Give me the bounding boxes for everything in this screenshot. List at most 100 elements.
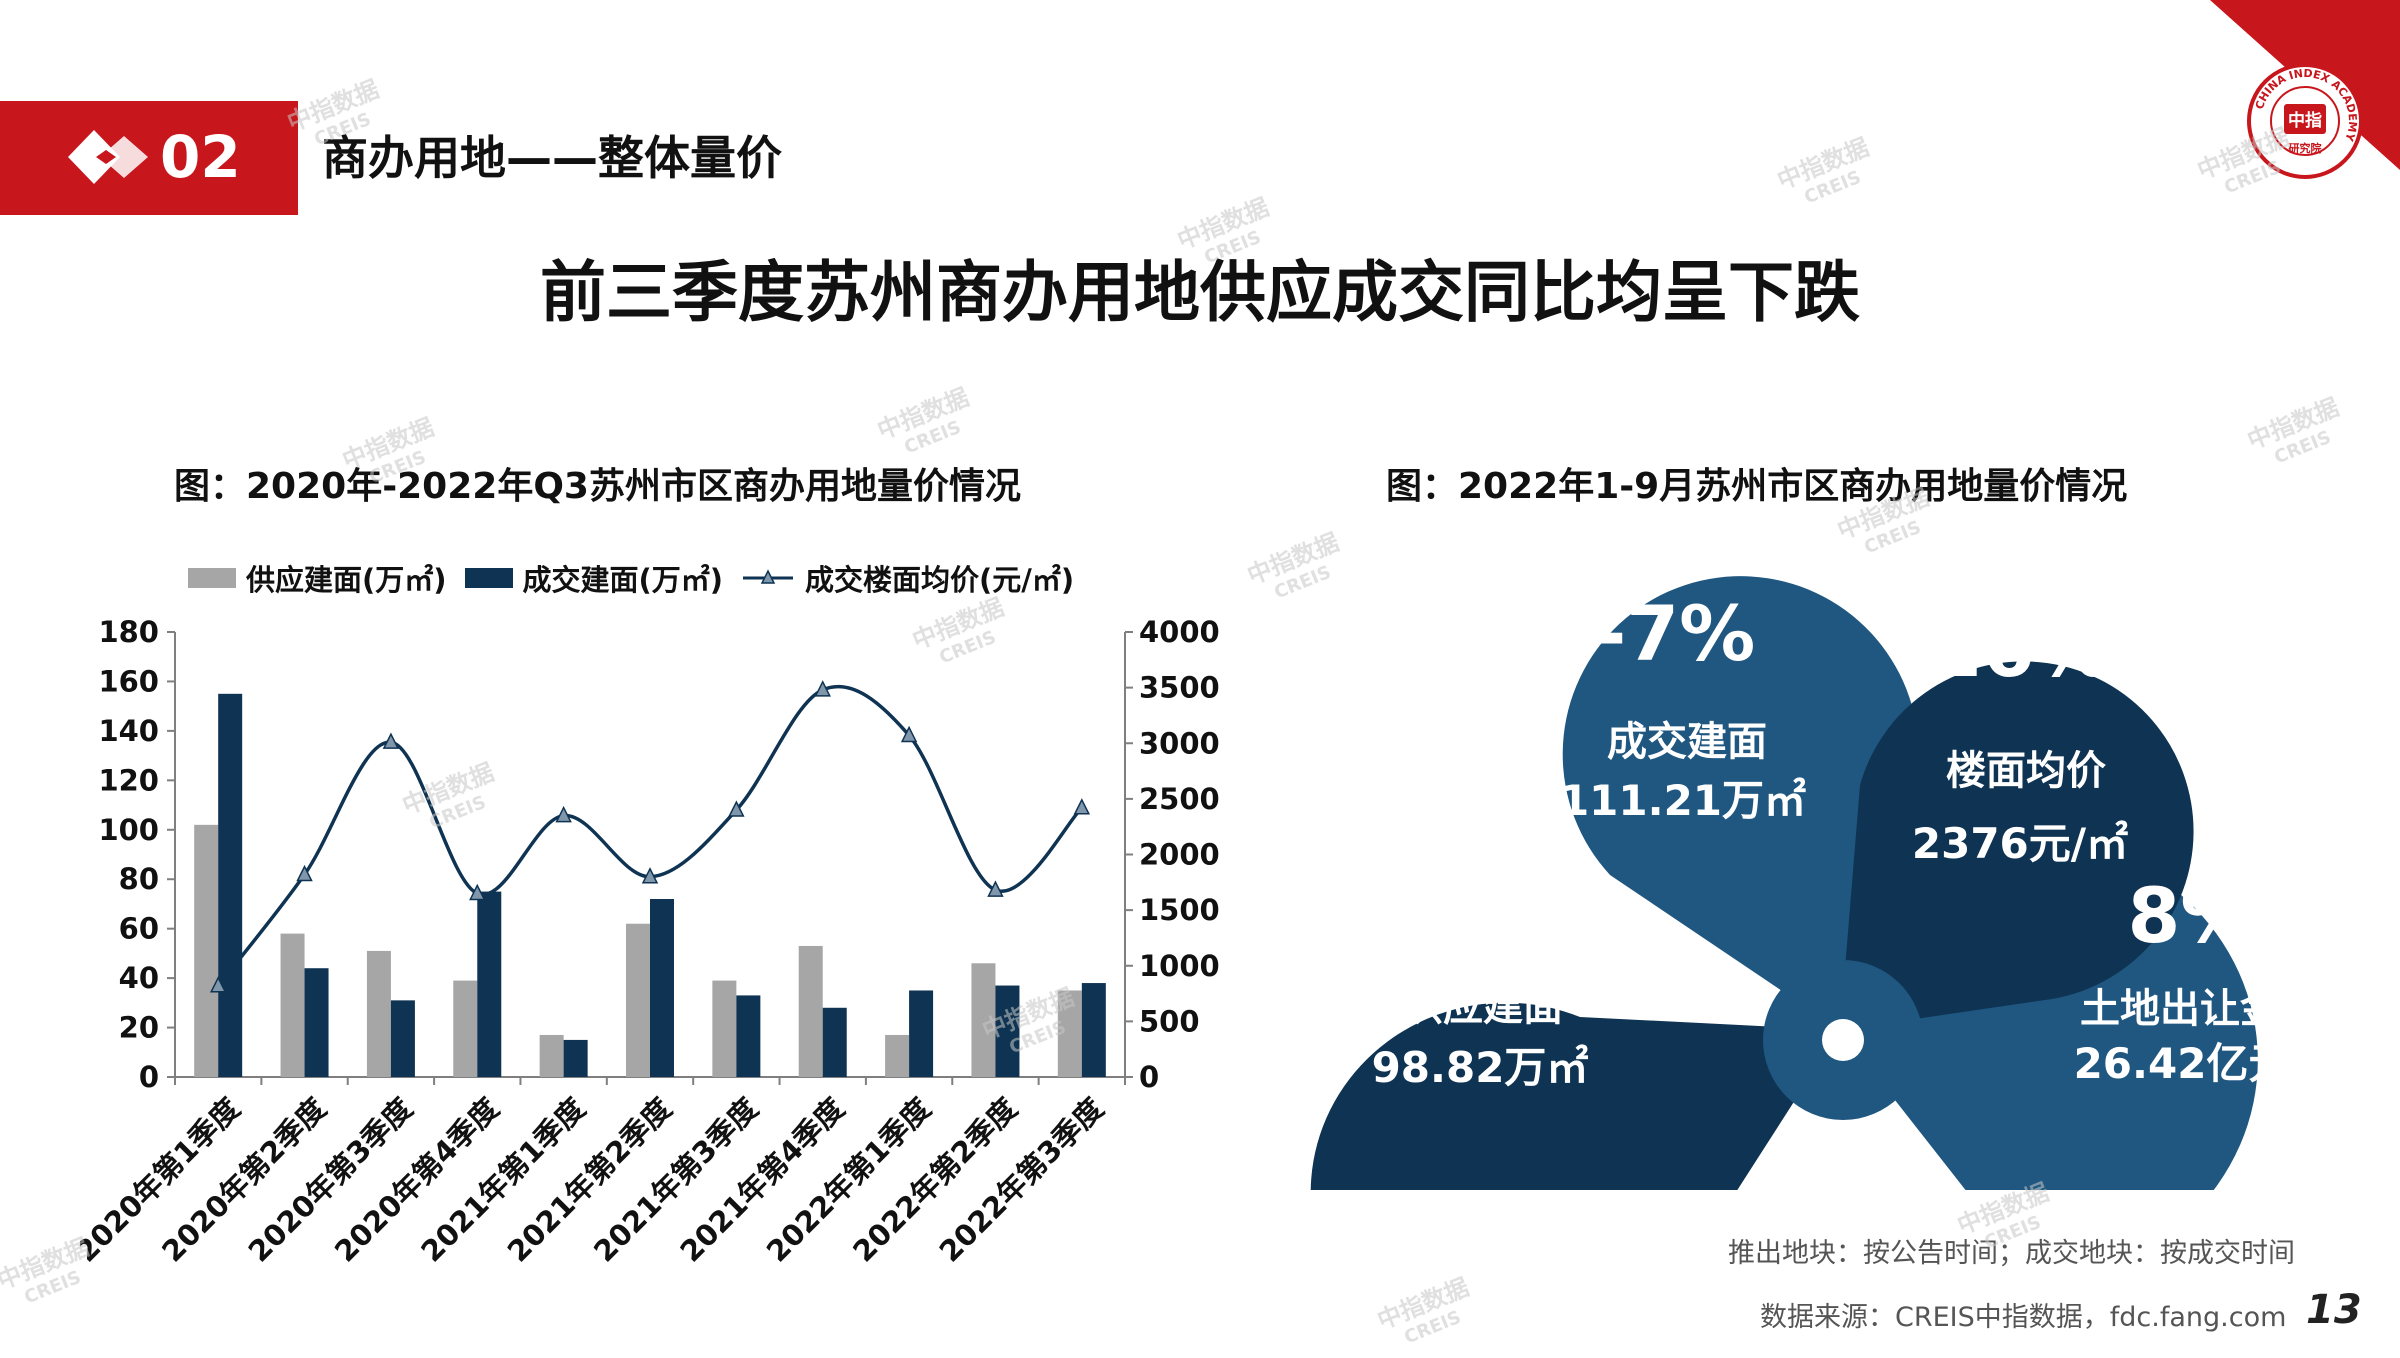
bar-supply — [885, 1034, 910, 1077]
right-chart-title: 图：2022年1-9月苏州市区商办用地量价情况 — [1386, 466, 2128, 507]
watermark-text: 中指数据 — [0, 1232, 93, 1295]
emblem-bottom-text: 研究院 — [2289, 141, 2322, 155]
left-chart-title: 图：2020年-2022年Q3苏州市区商办用地量价情况 — [174, 466, 1021, 507]
watermark: 中指数据 CREIS — [1773, 132, 1882, 218]
price-point-marker — [555, 805, 572, 823]
bar-deal — [218, 693, 243, 1077]
price-line — [216, 684, 1084, 987]
y-tick-label-left: 100 — [98, 813, 159, 847]
bar-supply — [971, 963, 996, 1077]
bar-supply — [280, 933, 305, 1077]
petal-deal-value: 111.21万㎡ — [1560, 776, 1806, 825]
legend-label-deal: 成交建面(万㎡) — [522, 563, 724, 597]
y-tick-label-right: 3000 — [1139, 726, 1220, 760]
bar-deal — [477, 891, 502, 1077]
y-tick-label-right: 1000 — [1139, 949, 1220, 983]
petal-land-label: 土地出让金 — [2080, 986, 2281, 1032]
chart-legend: 供应建面(万㎡) 成交建面(万㎡) 成交楼面均价(元/㎡) — [188, 558, 1092, 598]
y-tick-label-left: 0 — [139, 1060, 159, 1094]
section-tab — [0, 101, 298, 215]
y-tick-label-left: 180 — [98, 615, 159, 649]
petal-land-pct: 8% — [2127, 871, 2256, 960]
page-headline: 前三季度苏州商办用地供应成交同比均呈下跌 — [540, 254, 1860, 331]
petal-supply-label: 供应建面 — [1403, 984, 1563, 1030]
watermark-text: 中指数据 — [2243, 392, 2343, 455]
price-point-marker — [814, 680, 831, 697]
y-tick-label-right: 4000 — [1139, 615, 1220, 649]
y-tick-label-left: 20 — [119, 1011, 159, 1045]
legend-label-supply: 供应建面(万㎡) — [246, 563, 447, 597]
bar-deal — [1081, 983, 1106, 1077]
legend-item-deal: 成交建面(万㎡) — [464, 557, 724, 599]
diamond-logo-icon — [68, 130, 148, 184]
watermark-sub: CREIS — [1801, 166, 1864, 209]
y-tick-label-right: 1500 — [1139, 893, 1220, 927]
watermark-text: 中指数据 — [873, 382, 973, 445]
watermark: 中指数据 CREIS — [873, 382, 982, 468]
petal-infographic: -16% 供应建面 98.82万㎡ -7% 成交建面 111.21万㎡ 16% … — [1310, 576, 2291, 1190]
bar-supply — [453, 980, 478, 1077]
data-source: 数据来源：CREIS中指数据，fdc.fang.com — [1760, 1302, 2287, 1333]
watermark: 中指数据 CREIS — [1373, 1272, 1482, 1358]
petal-price-pct: 16% — [1929, 605, 2111, 694]
bar-deal — [650, 899, 674, 1077]
price-point-marker — [900, 725, 918, 743]
x-tick-label: 2022年第3季度 — [933, 1091, 1110, 1268]
watermark-text: 中指数据 — [1373, 1272, 1473, 1335]
legend-item-price: 成交楼面均价(元/㎡) — [741, 557, 1074, 599]
section-number: 02 — [160, 123, 241, 191]
y-tick-label-right: 0 — [1139, 1060, 1159, 1094]
petal-land-value: 26.42亿元 — [2074, 1039, 2291, 1088]
bar-deal — [909, 990, 934, 1077]
y-tick-label-left: 40 — [119, 961, 159, 995]
petal-deal-label: 成交建面 — [1607, 719, 1767, 765]
y-tick-label-left: 160 — [98, 664, 159, 698]
legend-swatch-supply — [188, 568, 236, 588]
y-tick-label-right: 3500 — [1139, 671, 1220, 705]
legend-swatch-deal — [464, 568, 513, 588]
bar-supply — [194, 824, 219, 1077]
price-point-marker — [728, 800, 745, 817]
bar-supply — [366, 950, 391, 1077]
y-tick-label-right: 2000 — [1139, 838, 1220, 872]
watermark-sub: CREIS — [1401, 1306, 1464, 1349]
legend-label-price: 成交楼面均价(元/㎡) — [805, 563, 1075, 597]
bar-deal — [390, 1000, 415, 1077]
petal-deal-area — [1562, 576, 1919, 1030]
y-tick-label-left: 120 — [98, 763, 159, 797]
watermark-text: 中指数据 — [1173, 192, 1273, 255]
y-tick-label-left: 80 — [119, 862, 159, 896]
y-tick-label-left: 60 — [119, 912, 159, 946]
price-point-marker — [1073, 798, 1091, 815]
petal-price-label: 楼面均价 — [1946, 748, 2106, 794]
bar-deal — [995, 985, 1020, 1077]
price-point-marker — [641, 867, 659, 884]
bar-line-chart: 0 20 40 60 80 100 120 140 160 180 0 500 1000 1500 2000… — [80, 615, 1220, 1269]
footnote-timing: 推出地块：按公告时间；成交地块：按成交时间 — [1728, 1238, 2295, 1269]
watermark-sub: CREIS — [2271, 426, 2334, 469]
y-tick-label-right: 500 — [1139, 1004, 1200, 1038]
page-number: 13 — [2306, 1287, 2362, 1333]
bar-supply — [626, 923, 650, 1077]
petal-unit-price — [1840, 661, 2194, 1030]
bar-deal — [563, 1039, 588, 1077]
emblem-center-text: 中指 — [2288, 110, 2322, 131]
petal-supply-pct: -16% — [1363, 879, 1576, 968]
y-tick-label-left: 140 — [98, 714, 159, 748]
y-tick-label-right: 2500 — [1139, 782, 1220, 816]
petal-deal-pct: -7% — [1595, 589, 1756, 678]
watermark-sub: CREIS — [901, 416, 964, 459]
petal-supply — [1310, 1002, 1840, 1190]
section-title: 商办用地——整体量价 — [322, 131, 782, 185]
legend-item-supply: 供应建面(万㎡) — [188, 557, 447, 599]
price-point-marker — [382, 732, 400, 749]
bar-supply — [798, 945, 823, 1077]
watermark-text: 中指数据 — [1773, 132, 1873, 195]
price-point-marker — [987, 880, 1004, 897]
petal-supply-value: 98.82万㎡ — [1372, 1043, 1589, 1092]
bar-deal — [822, 1007, 847, 1077]
bar-supply — [712, 980, 737, 1077]
petal-center-dot — [1822, 1019, 1864, 1061]
bar-deal — [304, 968, 329, 1077]
petal-price-value: 2376元/㎡ — [1912, 819, 2128, 868]
